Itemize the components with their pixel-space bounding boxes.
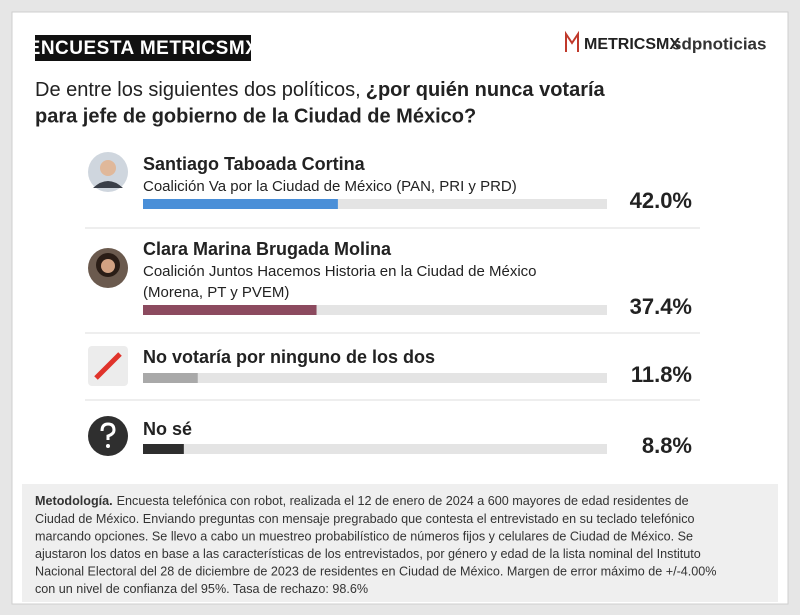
option-name: No votaría por ninguno de los dos: [143, 347, 435, 367]
header: ENCUESTA METRICSMX: [28, 38, 259, 59]
bar: [143, 373, 198, 383]
question: De entre los siguientes dos políticos, ¿p…: [35, 79, 606, 101]
option-name: Santiago Taboada Cortina: [143, 154, 366, 174]
methodology-line: Ciudad de México. Enviando preguntas con…: [35, 512, 695, 526]
value-label: 37.4%: [630, 294, 692, 319]
photo-face: [100, 160, 116, 176]
unknown-icon-dot: [106, 444, 110, 448]
bar-track: [143, 199, 607, 209]
question-part: De entre los siguientes dos políticos,: [35, 79, 361, 101]
option-subtitle: (Morena, PT y PVEM): [143, 284, 289, 301]
question-part: ¿por quién nunca votaría: [366, 79, 606, 101]
option-subtitle: Coalición Juntos Hacemos Historia en la …: [143, 263, 537, 280]
logo: METRICSMX: [584, 36, 680, 53]
methodology-line: ajustaron los datos en base a las caract…: [35, 547, 701, 561]
header-box: [35, 35, 251, 61]
no-icon-slash: [94, 352, 122, 380]
value-label: 8.8%: [642, 433, 692, 458]
logo-mark: [565, 30, 579, 52]
option-name: No sé: [143, 419, 192, 439]
option-subtitle: Coalición Va por la Ciudad de México (PA…: [143, 178, 517, 195]
bar: [143, 305, 317, 315]
value-label: 11.8%: [631, 362, 692, 387]
bar-track: [143, 373, 607, 383]
value-label: 42.0%: [630, 188, 692, 213]
methodology-text: Encuesta telefónica con robot, realizada…: [117, 494, 689, 508]
photo-body: [93, 181, 123, 188]
methodology-line: Metodología. Encuesta telefónica con robo…: [35, 494, 689, 508]
bar: [143, 199, 338, 209]
unknown-icon-mark: [100, 422, 116, 440]
methodology-line: marcando opciones. Se llevo a cabo un mu…: [35, 529, 693, 543]
photo-face: [101, 259, 115, 273]
option-name: Clara Marina Brugada Molina: [143, 239, 392, 259]
methodology-box: [22, 484, 778, 602]
logo: sdpnoticias: [672, 34, 766, 53]
bar-track: [143, 305, 607, 315]
bar-track: [143, 444, 607, 454]
methodology-line: Nacional Electoral del 28 de diciembre d…: [35, 564, 717, 578]
methodology-label: Metodología.: [35, 494, 113, 508]
bar: [143, 444, 184, 454]
question-part: para jefe de gobierno de la Ciudad de Mé…: [35, 105, 476, 127]
methodology-line: con un nivel de confianza del 95%. Tasa …: [35, 582, 368, 596]
